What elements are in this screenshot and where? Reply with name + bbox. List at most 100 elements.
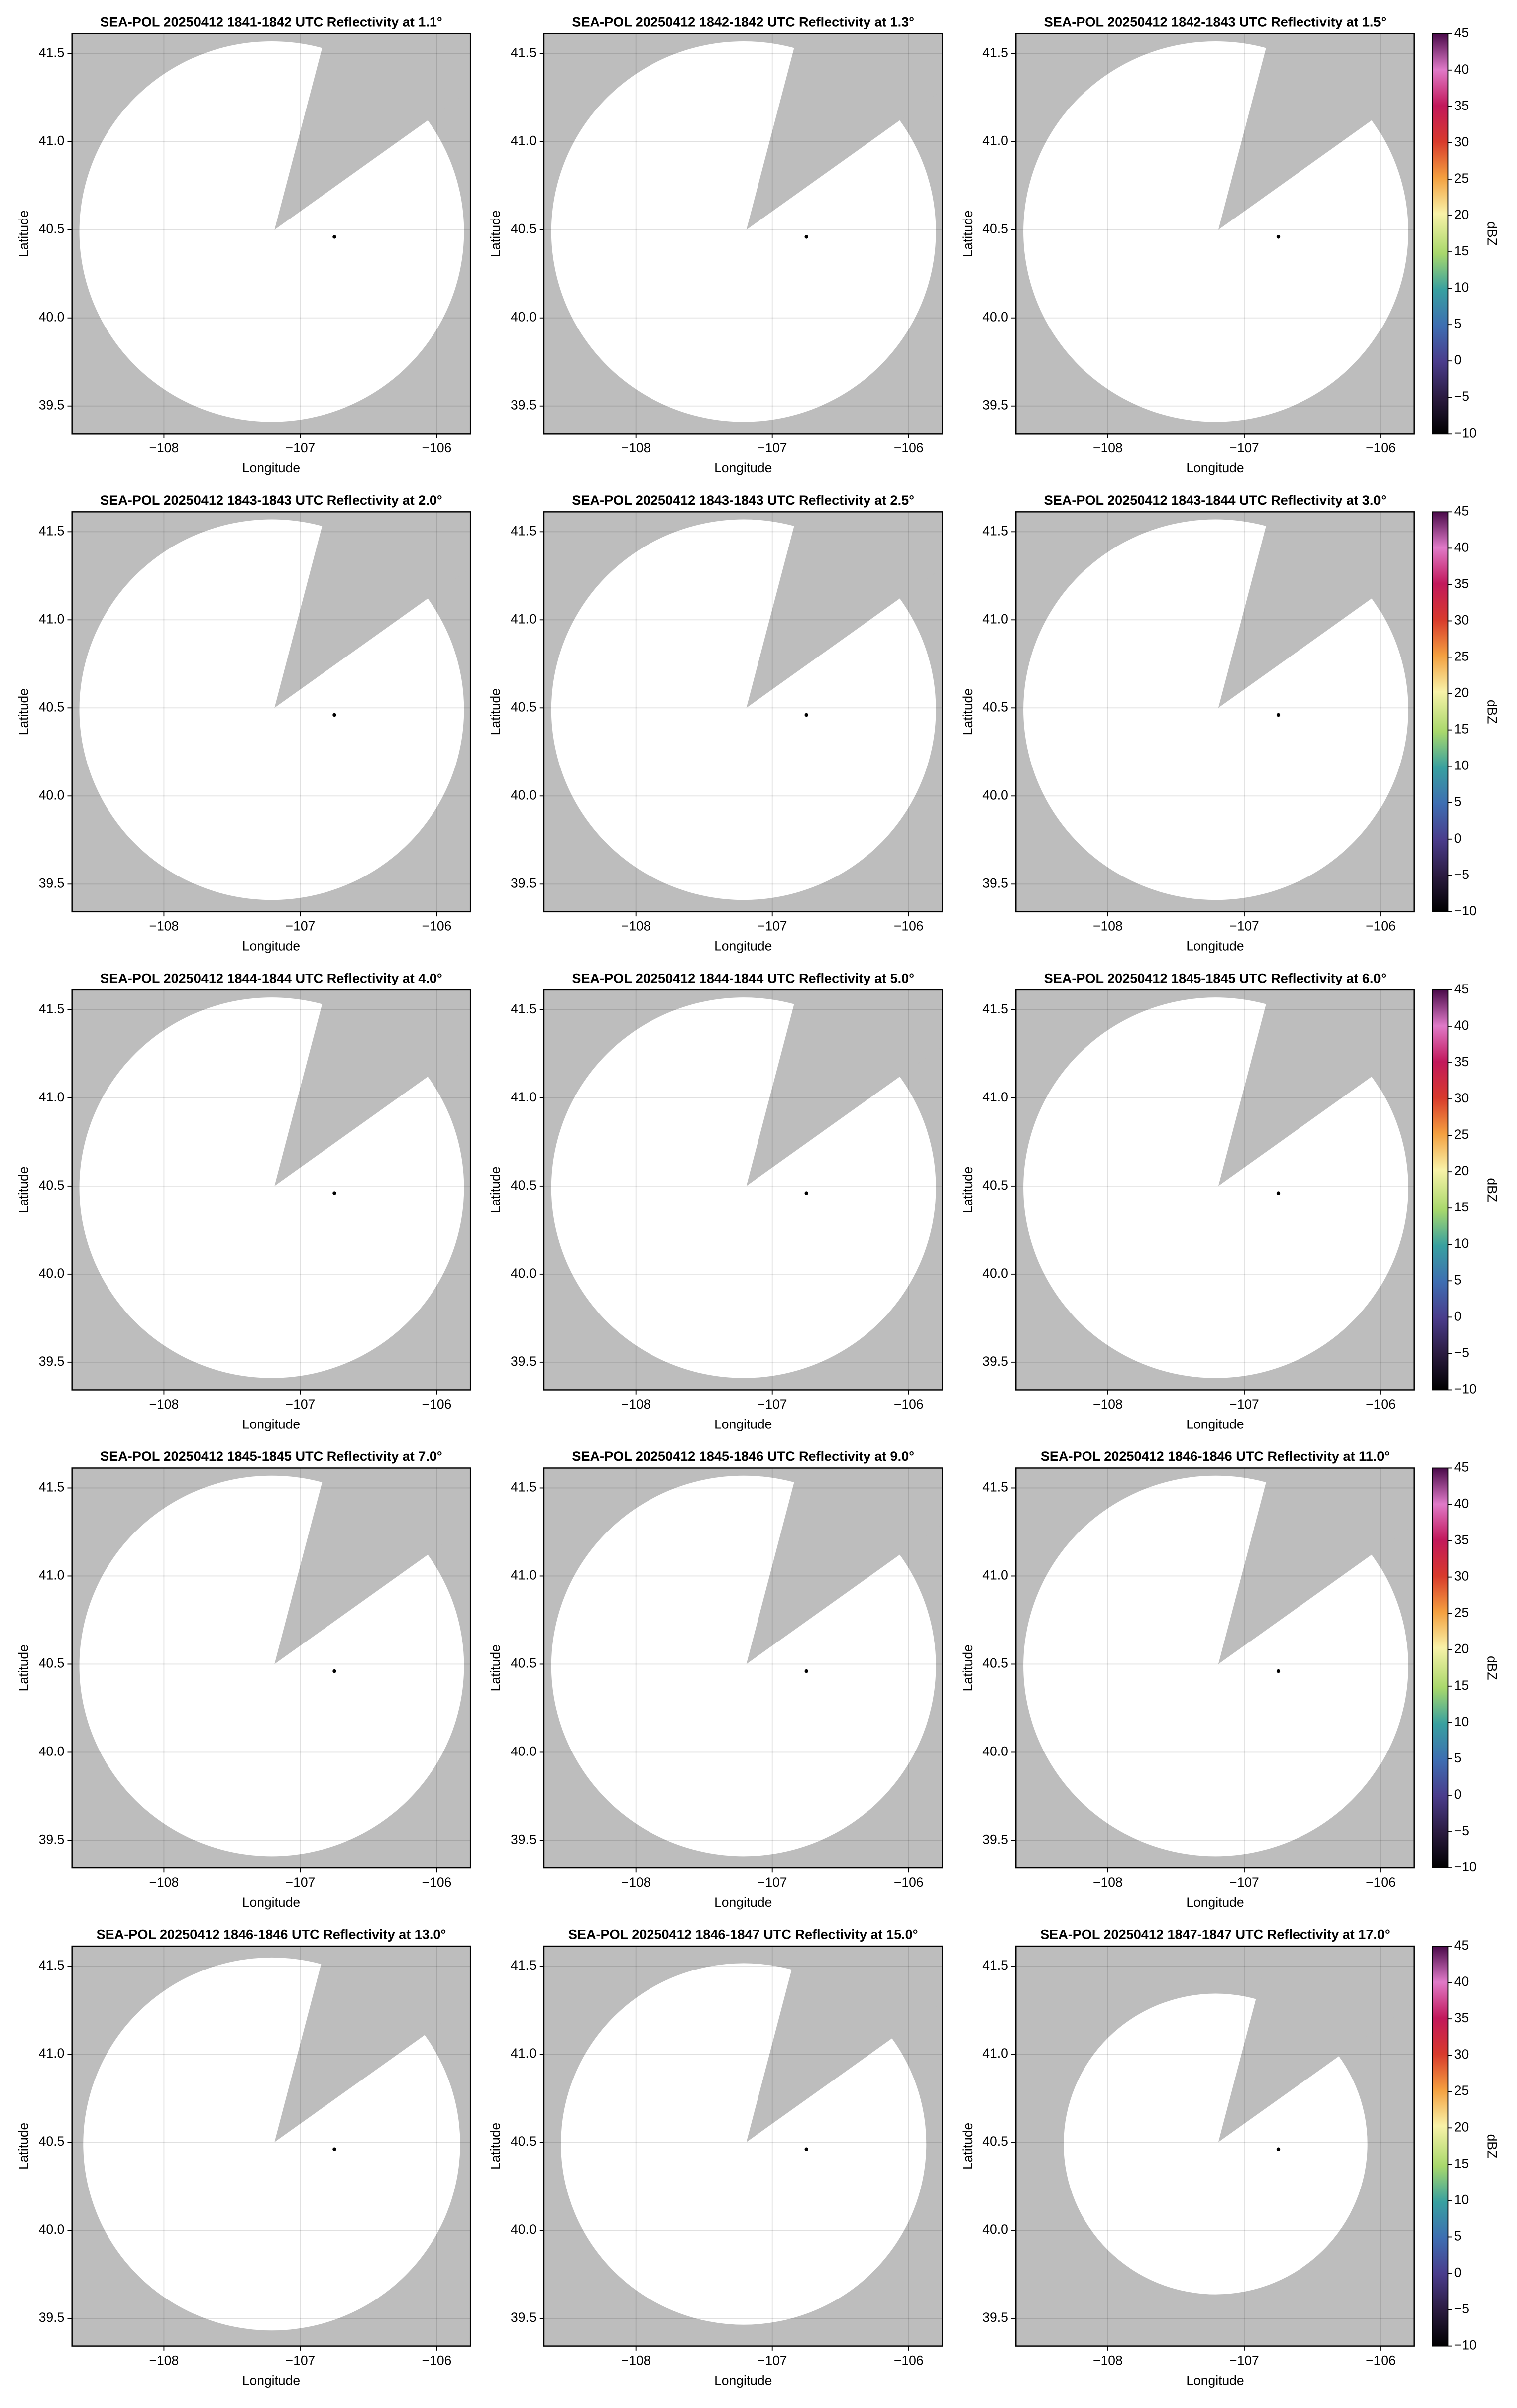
x-tick-label: −106	[894, 1397, 924, 1412]
x-axis-label: Longitude	[242, 1417, 300, 1431]
y-tick-label: 40.0	[511, 787, 537, 802]
y-axis-label: Latitude	[960, 2123, 975, 2170]
y-tick-label: 40.0	[982, 787, 1008, 802]
x-tick-label: −108	[621, 1397, 651, 1412]
x-axis-label: Longitude	[1186, 2373, 1244, 2388]
x-tick-label: −106	[422, 1875, 452, 1890]
y-tick-label: 41.5	[39, 523, 65, 538]
y-tick-label: 40.0	[982, 1266, 1008, 1281]
radar-location	[332, 1669, 336, 1673]
x-tick-label: −106	[894, 440, 924, 455]
colorbar-tick-label: 40	[1454, 540, 1469, 554]
radar-location	[804, 713, 808, 717]
x-tick-label: −106	[422, 1397, 452, 1412]
y-axis-label: Latitude	[960, 1167, 975, 1213]
blocked-sector	[746, 33, 943, 230]
y-tick-label: 40.0	[39, 787, 65, 802]
x-tick-label: −107	[758, 2353, 787, 2368]
y-axis-label: Latitude	[960, 1644, 975, 1691]
x-tick-label: −108	[1093, 2353, 1123, 2368]
y-tick-label: 40.5	[39, 2134, 65, 2149]
x-tick-label: −107	[286, 440, 316, 455]
colorbar-tick-label: 25	[1454, 171, 1469, 186]
colorbar-tick-label: 15	[1454, 243, 1469, 258]
colorbar-tick-label: 25	[1454, 1127, 1469, 1142]
x-tick-label: −107	[286, 1397, 316, 1412]
radar-location	[804, 235, 808, 239]
colorbar-tick-label: 35	[1454, 576, 1469, 591]
colorbar-tick-label: 10	[1454, 2192, 1469, 2207]
plot-frame	[1015, 1945, 1415, 2347]
colorbar-tick-label: −5	[1454, 1345, 1469, 1360]
panel: −108 −107 −106 39.5 40.0 40.5 41.0 41.5 SEA-POL …	[488, 970, 943, 1431]
x-axis-label: Longitude	[714, 460, 772, 475]
y-tick-label: 41.5	[511, 523, 537, 538]
y-axis-label: Latitude	[16, 1167, 31, 1213]
colorbar-tick-label: −10	[1454, 2338, 1477, 2353]
coverage	[551, 989, 943, 1378]
y-tick-label: 40.0	[511, 1744, 537, 1758]
panel-title: SEA-POL 20250412 1845-1845 UTC Reflectiv…	[1044, 970, 1387, 985]
y-tick-label: 40.0	[39, 310, 65, 325]
blocked-sector	[1218, 33, 1414, 230]
y-tick-label: 40.0	[39, 1266, 65, 1281]
coverage	[83, 1946, 471, 2331]
y-tick-label: 41.0	[982, 133, 1008, 148]
panel: −108 −107 −106 39.5 40.0 40.5 41.0 41.5 SEA-POL …	[488, 492, 943, 954]
colorbar-label: dBZ	[1485, 1656, 1500, 1680]
panel: −108 −107 −106 39.5 40.0 40.5 41.0 41.5 SEA-POL …	[960, 492, 1500, 954]
colorbar-tick-label: 0	[1454, 1787, 1462, 1802]
radar-location	[1276, 1669, 1281, 1673]
x-tick-label: −108	[149, 919, 179, 934]
panel-title: SEA-POL 20250412 1846-1846 UTC Reflectiv…	[1041, 1448, 1390, 1464]
y-tick-label: 40.0	[39, 2222, 65, 2237]
colorbar-tick-label: 30	[1454, 134, 1469, 149]
colorbar-tick-label: 30	[1454, 612, 1469, 627]
colorbar-tick-label: 5	[1454, 1751, 1462, 1765]
y-tick-label: 40.5	[511, 2134, 537, 2149]
colorbar-tick-label: 0	[1454, 1309, 1462, 1323]
y-tick-label: 40.5	[39, 221, 65, 236]
y-axis-label: Latitude	[488, 210, 503, 257]
panel: −108 −107 −106 39.5 40.0 40.5 41.0 41.5 SEA-POL …	[16, 14, 471, 475]
colorbar-tick-label: 30	[1454, 2047, 1469, 2062]
x-tick-label: −106	[894, 2353, 924, 2368]
y-tick-label: 41.0	[982, 1090, 1008, 1104]
colorbar-tick-label: −10	[1454, 1381, 1477, 1396]
x-axis-label: Longitude	[242, 939, 300, 954]
panel: −108 −107 −106 39.5 40.0 40.5 41.0 41.5 SEA-POL …	[960, 970, 1500, 1431]
plot-frame	[543, 511, 943, 913]
x-axis-label: Longitude	[714, 1417, 772, 1431]
y-tick-label: 41.0	[982, 611, 1008, 626]
y-tick-label: 39.5	[511, 876, 537, 890]
colorbar-tick-label: 15	[1454, 2156, 1469, 2171]
colorbar-tick-label: 5	[1454, 316, 1462, 331]
y-tick-label: 41.5	[511, 1958, 537, 1972]
y-tick-label: 41.5	[39, 45, 65, 60]
y-tick-label: 41.5	[982, 45, 1008, 60]
y-tick-label: 41.5	[982, 1001, 1008, 1016]
colorbar-tick-label: 10	[1454, 1236, 1469, 1251]
blocked-sector	[274, 1946, 471, 2143]
y-tick-label: 41.0	[39, 611, 65, 626]
colorbar-tick-label: 10	[1454, 1714, 1469, 1729]
x-axis-label: Longitude	[1186, 1417, 1244, 1431]
x-tick-label: −106	[1366, 1875, 1396, 1890]
colorbar-tick-label: 10	[1454, 280, 1469, 295]
colorbar-tick-label: 45	[1454, 982, 1469, 996]
colorbar-tick-label: 20	[1454, 2119, 1469, 2134]
panel-title: SEA-POL 20250412 1844-1844 UTC Reflectiv…	[572, 970, 914, 985]
colorbar-tick-label: 0	[1454, 831, 1462, 846]
blocked-sector	[1218, 1946, 1414, 2143]
coverage	[551, 512, 943, 900]
colorbar-tick-label: 0	[1454, 2265, 1462, 2280]
colorbar-tick-label: 45	[1454, 1459, 1469, 1474]
colorbar-tick-label: 40	[1454, 1018, 1469, 1033]
x-tick-label: −107	[1229, 1875, 1259, 1890]
colorbar-tick-label: 5	[1454, 2228, 1462, 2243]
radar-location	[1276, 1191, 1281, 1195]
blocked-sector	[1218, 989, 1414, 1186]
y-tick-label: 40.5	[982, 2134, 1008, 2149]
y-tick-label: 40.5	[39, 1655, 65, 1670]
